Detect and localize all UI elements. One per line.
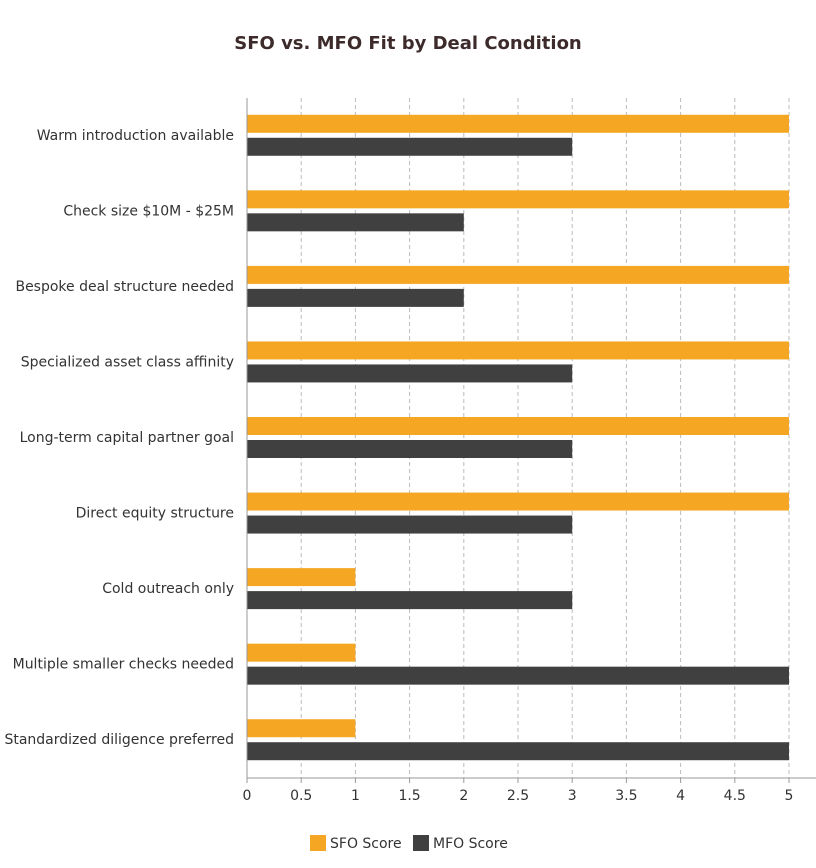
y-tick-label: Long-term capital partner goal xyxy=(20,430,234,446)
legend-swatch xyxy=(413,835,429,851)
bar xyxy=(247,114,789,133)
x-tick-label: 2 xyxy=(459,788,468,804)
bar xyxy=(247,719,356,738)
y-tick-label: Warm introduction available xyxy=(37,128,234,144)
bar xyxy=(247,341,789,360)
x-tick-label: 4.5 xyxy=(724,788,746,804)
x-tick-label: 0.5 xyxy=(290,788,312,804)
bar xyxy=(247,265,789,284)
x-tick-label: 0 xyxy=(243,788,252,804)
legend-label: MFO Score xyxy=(433,836,508,852)
bar xyxy=(247,568,356,587)
bar xyxy=(247,417,789,435)
bar xyxy=(247,666,789,685)
bar xyxy=(247,515,573,534)
y-tick-label: Bespoke deal structure needed xyxy=(15,279,234,295)
y-tick-label: Cold outreach only xyxy=(102,581,234,597)
bar xyxy=(247,643,356,662)
x-tick-label: 5 xyxy=(785,788,794,804)
x-tick-label: 1.5 xyxy=(398,788,420,804)
bar xyxy=(247,742,789,761)
legend-label: SFO Score xyxy=(330,836,402,852)
bar xyxy=(247,440,573,458)
bar xyxy=(247,591,573,610)
y-tick-label: Specialized asset class affinity xyxy=(21,354,234,370)
bar xyxy=(247,137,573,156)
x-tick-label: 3.5 xyxy=(615,788,637,804)
x-tick-label: 1 xyxy=(351,788,360,804)
x-tick-label: 4 xyxy=(676,788,685,804)
y-tick-label: Standardized diligence preferred xyxy=(4,732,234,748)
chart-title: SFO vs. MFO Fit by Deal Condition xyxy=(234,33,582,54)
y-tick-label: Check size $10M - $25M xyxy=(63,203,234,219)
bar xyxy=(247,492,789,511)
x-tick-label: 3 xyxy=(568,788,577,804)
y-tick-label: Multiple smaller checks needed xyxy=(13,657,234,673)
x-tick-label: 2.5 xyxy=(507,788,529,804)
bar xyxy=(247,364,573,383)
bar xyxy=(247,190,789,209)
bar xyxy=(247,213,464,232)
y-tick-label: Direct equity structure xyxy=(76,506,234,522)
bar xyxy=(247,288,464,307)
legend-swatch xyxy=(310,835,326,851)
